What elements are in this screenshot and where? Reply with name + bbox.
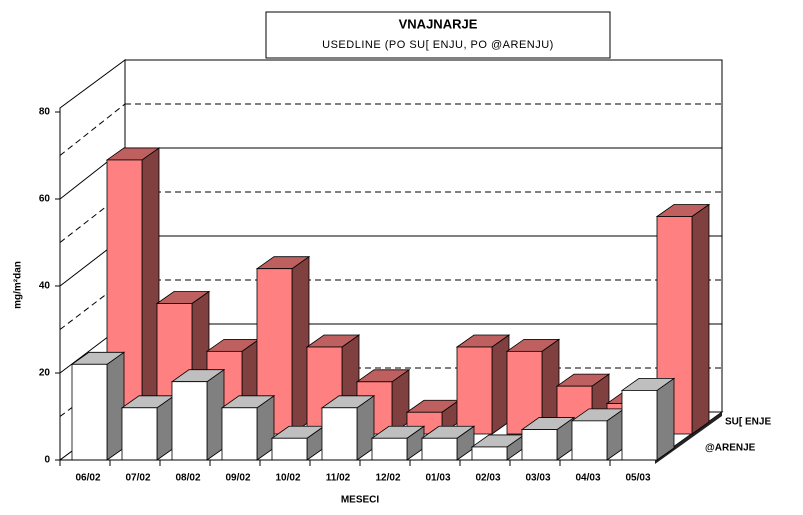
minor-grid-line — [59, 191, 126, 243]
bar — [270, 425, 326, 461]
bar — [170, 368, 226, 461]
bar-side — [656, 377, 675, 461]
bar — [620, 377, 676, 461]
bar-side — [491, 334, 510, 435]
bar-front — [321, 407, 358, 461]
legend-label: SU[ ENJE — [725, 417, 771, 428]
bar-side — [291, 255, 310, 435]
x-tick-label: 12/02 — [375, 473, 400, 484]
bar-front — [71, 363, 108, 461]
x-tick-label: 02/03 — [475, 473, 500, 484]
y-tick-label: 60 — [39, 194, 51, 205]
bar-front — [521, 429, 558, 461]
bar — [455, 334, 511, 435]
minor-grid-line — [59, 279, 126, 330]
bar-front — [421, 437, 458, 461]
x-axis-label: MESECI — [341, 495, 380, 506]
bar-front — [571, 420, 608, 461]
bar-side — [141, 147, 160, 435]
y-tick-label: 0 — [44, 455, 50, 466]
bar — [105, 147, 161, 435]
bar — [470, 434, 526, 461]
bar-front — [456, 346, 493, 435]
y-tick-label: 40 — [39, 281, 51, 292]
y-tick-label: 80 — [39, 107, 51, 118]
bar-front — [221, 407, 258, 461]
bar-front — [171, 381, 208, 461]
x-tick-label: 06/02 — [75, 473, 100, 484]
bar-front — [471, 446, 508, 461]
y-tick-label: 20 — [39, 368, 51, 379]
minor-grid-line — [59, 103, 126, 156]
bar-front — [121, 407, 158, 461]
bar-side — [106, 351, 125, 461]
x-tick-label: 11/02 — [326, 473, 351, 484]
x-tick-label: 09/02 — [225, 473, 250, 484]
bar-side — [691, 203, 710, 435]
x-tick-label: 03/03 — [525, 473, 550, 484]
x-tick-label: 05/03 — [625, 473, 650, 484]
title-box — [265, 11, 611, 59]
x-tick-label: 04/03 — [575, 473, 600, 484]
bar — [570, 408, 626, 461]
bar-front — [271, 437, 308, 461]
x-tick-label: 01/03 — [425, 473, 450, 484]
bar-side — [206, 368, 225, 461]
bar — [220, 395, 276, 461]
bar — [370, 425, 426, 461]
chart-title: VNAJNARJE — [399, 16, 478, 31]
chart-subtitle: USEDLINE (PO SU[ ENJU, PO @ARENJU) — [322, 39, 554, 51]
legend-label: @ARENJE — [705, 443, 756, 454]
bar — [320, 395, 376, 461]
x-tick-label: 10/02 — [275, 473, 300, 484]
bar — [70, 351, 126, 461]
bar — [520, 416, 576, 461]
x-tick-label: 08/02 — [175, 473, 200, 484]
bar-front — [621, 389, 658, 461]
bar-front — [371, 437, 408, 461]
bar — [420, 425, 476, 461]
bar — [120, 395, 176, 461]
x-tick-label: 07/02 — [125, 473, 150, 484]
y-axis-label: mg/m²dan — [13, 261, 24, 309]
